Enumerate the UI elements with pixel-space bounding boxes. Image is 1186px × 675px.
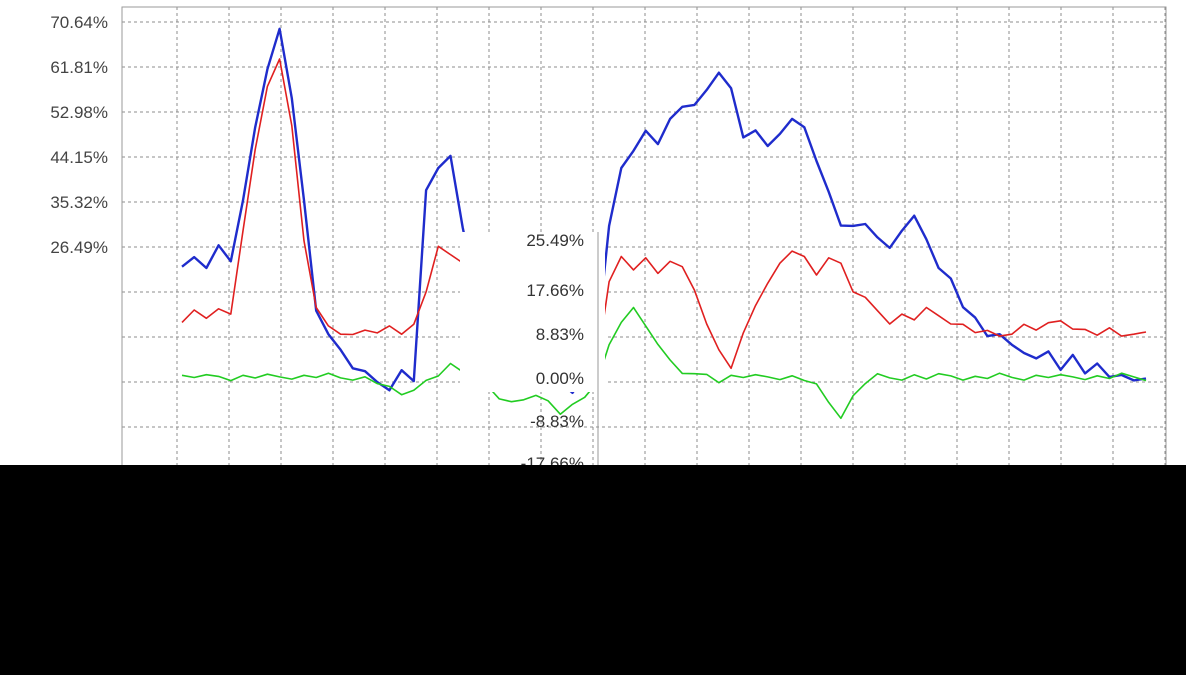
y-axis-ticks: 70.64% 61.81% 52.98% 44.15% 35.32% 26.49% bbox=[50, 13, 108, 257]
inset-y-tick-label: 0.00% bbox=[536, 369, 584, 388]
inset-y-tick-label: 17.66% bbox=[526, 281, 584, 300]
series-group bbox=[181, 27, 1147, 420]
y-tick-label: 52.98% bbox=[50, 103, 108, 122]
y-tick-label: 26.49% bbox=[50, 238, 108, 257]
inset-y-tick-label: 25.49% bbox=[526, 231, 584, 250]
inset-label-panel bbox=[460, 232, 605, 392]
grid bbox=[122, 7, 1166, 477]
series-line-2 bbox=[181, 58, 1147, 383]
series-line-1 bbox=[181, 27, 1147, 394]
inset-y-tick-label: -8.83% bbox=[530, 412, 584, 431]
y-tick-label: 35.32% bbox=[50, 193, 108, 212]
inset-y-tick-label: 8.83% bbox=[536, 325, 584, 344]
y-tick-label: 61.81% bbox=[50, 58, 108, 77]
y-tick-label: 44.15% bbox=[50, 148, 108, 167]
blank-region bbox=[0, 465, 1186, 675]
series-line-3 bbox=[181, 306, 1147, 420]
y-tick-label: 70.64% bbox=[50, 13, 108, 32]
